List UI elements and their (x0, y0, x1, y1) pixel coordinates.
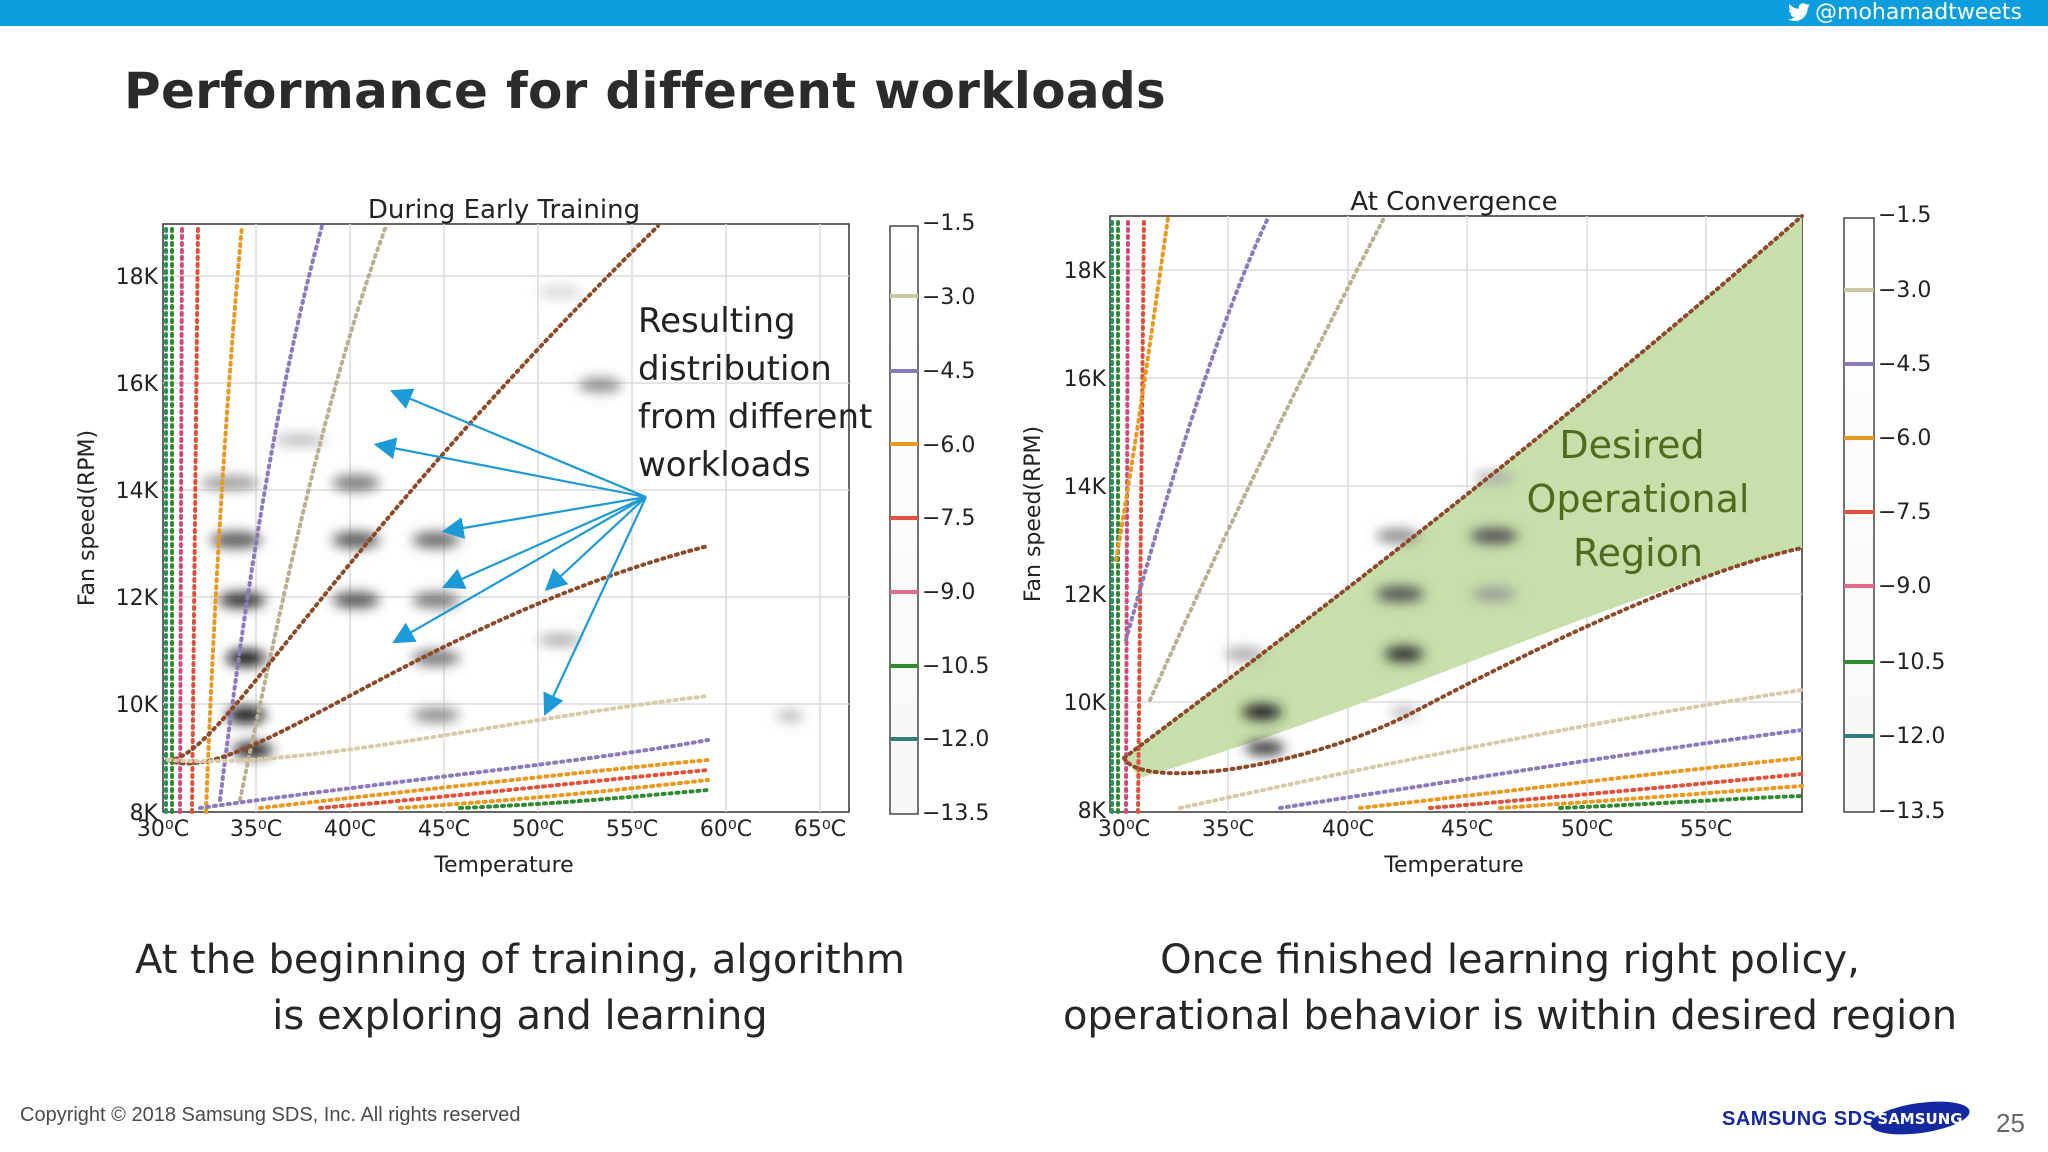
x-tick-label: 60⁰C (700, 817, 752, 842)
chart-right-colorbar: −1.5 −3.0 −4.5 −6.0 −7.5 −9.0 −10.5 −12.… (1843, 203, 1945, 824)
y-tick-label: 18K (1064, 259, 1107, 284)
chart-left-plot-area (162, 223, 850, 813)
annotation-line-1: Resulting (638, 301, 796, 341)
caption-right: Once finished learning right policy, ope… (1060, 932, 1960, 1044)
colorbar-tick: −10.5 (1878, 650, 1945, 675)
y-tick-label: 10K (1064, 691, 1107, 716)
x-tick-label: 30⁰C (1098, 817, 1150, 842)
chart-left-colorbar: −1.5 −3.0 −4.5 −6.0 −7.5 −9.0 −10.5 −12.… (889, 211, 989, 826)
colorbar-tick: −9.0 (922, 580, 975, 605)
handle-text: @mohamadtweets (1815, 0, 2022, 25)
colorbar-tick: −9.0 (1878, 574, 1931, 599)
y-tick-label: 14K (116, 479, 159, 504)
colorbar-tick: −3.0 (1878, 278, 1931, 303)
caption-left-line-1: At the beginning of training, algorithm (135, 937, 905, 983)
region-label-line-1: Desired (1559, 423, 1704, 467)
chart-right-ylabel: Fan speed(RPM) (1021, 426, 1046, 602)
y-tick-label: 12K (116, 586, 159, 611)
y-tick-label: 16K (116, 372, 159, 397)
y-tick-label: 10K (116, 693, 159, 718)
colorbar-tick: −1.5 (1878, 203, 1931, 228)
caption-left-line-2: is exploring and learning (272, 993, 768, 1039)
desired-region-fill (1124, 216, 1802, 778)
desired-region-label: Desired Operational Region (1527, 423, 1750, 575)
x-tick-label: 40⁰C (324, 817, 376, 842)
caption-right-line-2: operational behavior is within desired r… (1062, 993, 1958, 1039)
colorbar-tick: −6.0 (922, 433, 975, 458)
colorbar-tick: −12.0 (922, 727, 989, 752)
colorbar-tick: −13.5 (922, 801, 989, 826)
samsung-logo-text: SAMSUNG (1877, 1110, 1962, 1128)
x-tick-label: 50⁰C (512, 817, 564, 842)
chart-left-x-ticks: 30⁰C 35⁰C 40⁰C 45⁰C 50⁰C 55⁰C 60⁰C 65⁰C (137, 817, 846, 842)
chart-right: At Convergence (1021, 187, 1945, 878)
colorbar-tick: −7.5 (922, 506, 975, 531)
x-tick-label: 50⁰C (1561, 817, 1613, 842)
x-tick-label: 45⁰C (418, 817, 470, 842)
slide-title: Performance for different workloads (124, 62, 1167, 120)
x-tick-label: 55⁰C (1680, 817, 1732, 842)
y-tick-label: 16K (1064, 367, 1107, 392)
colorbar-tick: −3.0 (922, 285, 975, 310)
top-banner (0, 0, 2048, 26)
colorbar-tick: −4.5 (1878, 352, 1931, 377)
x-tick-label: 35⁰C (230, 817, 282, 842)
chart-right-xlabel: Temperature (1383, 853, 1523, 878)
samsung-sds-logo: SAMSUNG SDS (1722, 1108, 1877, 1130)
annotation-line-4: workloads (638, 445, 811, 485)
colorbar-tick: −1.5 (922, 211, 975, 236)
y-tick-label: 8K (1078, 799, 1107, 824)
x-tick-label: 65⁰C (794, 817, 846, 842)
region-label-line-3: Region (1573, 531, 1703, 575)
y-tick-label: 12K (1064, 583, 1107, 608)
x-tick-label: 35⁰C (1202, 817, 1254, 842)
caption-left: At the beginning of training, algorithm … (110, 932, 930, 1044)
chart-left-ylabel: Fan speed(RPM) (75, 430, 100, 606)
colorbar-tick: −10.5 (922, 654, 989, 679)
copyright-notice: Copyright © 2018 Samsung SDS, Inc. All r… (20, 1104, 521, 1126)
twitter-bird-icon (1788, 3, 1811, 22)
annotation-line-2: distribution (638, 349, 832, 389)
x-tick-label: 55⁰C (606, 817, 658, 842)
chart-left-annotation: Resulting distribution from different wo… (638, 301, 872, 485)
chart-left-y-ticks: 8K 10K 12K 14K 16K 18K (116, 265, 159, 826)
region-label-line-2: Operational (1527, 477, 1750, 521)
samsung-logo-icon: SAMSUNG (1870, 1101, 1970, 1135)
colorbar-tick: −7.5 (1878, 500, 1931, 525)
chart-right-y-ticks: 8K 10K 12K 14K 16K 18K (1064, 259, 1107, 824)
chart-right-contours (1110, 214, 1804, 814)
chart-left-gridlines (163, 224, 849, 812)
colorbar-tick: −12.0 (1878, 724, 1945, 749)
chart-right-title: At Convergence (1350, 187, 1557, 217)
annotation-line-3: from different (638, 397, 872, 437)
chart-left-heat-blobs (200, 287, 804, 758)
chart-right-x-ticks: 30⁰C 35⁰C 40⁰C 45⁰C 50⁰C 55⁰C (1098, 817, 1732, 842)
x-tick-label: 45⁰C (1441, 817, 1493, 842)
chart-left-title: During Early Training (368, 195, 640, 225)
chart-left: During Early Training (75, 195, 989, 878)
page-number: 25 (1996, 1108, 2025, 1138)
x-tick-label: 40⁰C (1322, 817, 1374, 842)
y-tick-label: 18K (116, 265, 159, 290)
caption-right-line-1: Once finished learning right policy, (1160, 937, 1860, 983)
x-tick-label: 30⁰C (137, 817, 189, 842)
y-tick-label: 8K (130, 801, 159, 826)
chart-left-contours (164, 224, 710, 814)
colorbar-tick: −13.5 (1878, 799, 1945, 824)
chart-left-annotation-arrows (373, 388, 647, 716)
chart-left-xlabel: Temperature (433, 853, 573, 878)
twitter-handle[interactable]: @mohamadtweets (1787, 0, 2022, 26)
y-tick-label: 14K (1064, 475, 1107, 500)
colorbar-tick: −4.5 (922, 359, 975, 384)
colorbar-tick: −6.0 (1878, 426, 1931, 451)
